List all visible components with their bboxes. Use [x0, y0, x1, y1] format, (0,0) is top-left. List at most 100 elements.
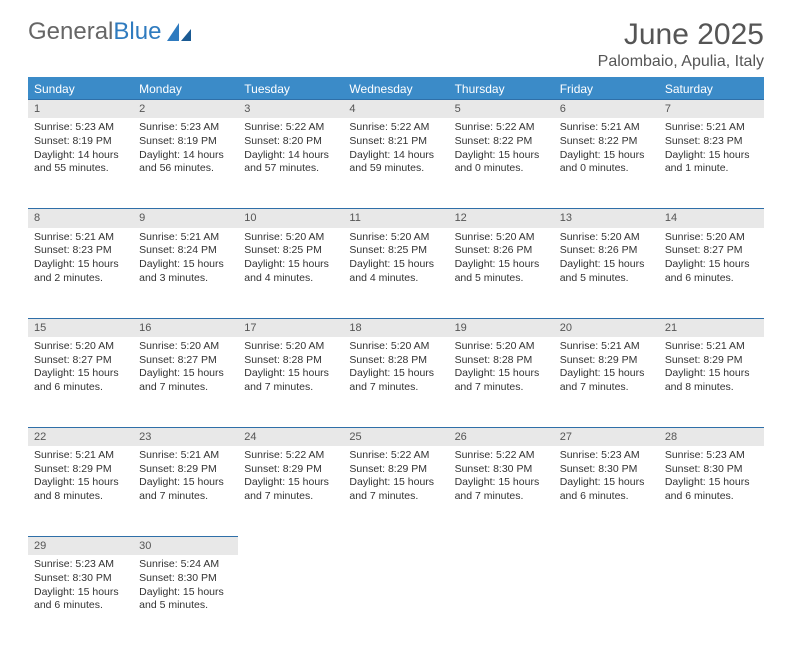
week-daynum-row: 2930 — [28, 536, 764, 555]
day-number: 20 — [554, 318, 659, 337]
sunrise-text: Sunrise: 5:20 AM — [455, 340, 548, 354]
day-content: Sunrise: 5:22 AMSunset: 8:20 PMDaylight:… — [238, 118, 343, 182]
sunrise-text: Sunrise: 5:22 AM — [244, 449, 337, 463]
day-cell-header: 3 — [238, 99, 343, 118]
week-content-row: Sunrise: 5:20 AM Sunset: 8:27 PM Daylight:… — [28, 337, 764, 427]
week-daynum-row: 1234567 — [28, 99, 764, 118]
day-cell-header: 28 — [659, 427, 764, 446]
sunset-text: Sunset: 8:24 PM — [139, 244, 232, 258]
day-number: 2 — [133, 99, 238, 118]
daylight-line1: Daylight: 15 hours — [455, 149, 548, 163]
location: Palombaio, Apulia, Italy — [598, 53, 764, 71]
sunset-text: Sunset: 8:27 PM — [139, 354, 232, 368]
day-content: Sunrise: 5:21 AMSunset: 8:29 PMDaylight:… — [659, 337, 764, 401]
daylight-line1: Daylight: 15 hours — [139, 586, 232, 600]
daylight-line1: Daylight: 15 hours — [139, 476, 232, 490]
daylight-line1: Daylight: 15 hours — [560, 367, 653, 381]
day-cell-header: 14 — [659, 208, 764, 227]
daylight-line1: Daylight: 15 hours — [244, 258, 337, 272]
day-cell: Sunrise: 5:20 AMSunset: 8:27 PMDaylight:… — [133, 337, 238, 427]
day-number: 11 — [343, 208, 448, 227]
day-content: Sunrise: 5:23 AMSunset: 8:30 PMDaylight:… — [554, 446, 659, 510]
day-cell-header: 8 — [28, 208, 133, 227]
sunrise-text: Sunrise: 5:20 AM — [34, 340, 127, 354]
week-content-row: Sunrise: 5:23 AMSunset: 8:19 PMDaylight:… — [28, 118, 764, 208]
day-content: Sunrise: 5:20 AMSunset: 8:25 PMDaylight:… — [238, 228, 343, 292]
daylight-line2: and 8 minutes. — [34, 490, 127, 504]
sunset-text: Sunset: 8:30 PM — [34, 572, 127, 586]
sunrise-text: Sunrise: 5:20 AM — [560, 231, 653, 245]
day-cell-header: 22 — [28, 427, 133, 446]
sunset-text: Sunset: 8:20 PM — [244, 135, 337, 149]
sunrise-text: Sunrise: 5:22 AM — [455, 121, 548, 135]
sunrise-text: Sunrise: 5:20 AM — [665, 231, 758, 245]
day-number: 3 — [238, 99, 343, 118]
day-content: Sunrise: 5:21 AMSunset: 8:29 PMDaylight:… — [133, 446, 238, 510]
daylight-line2: and 6 minutes. — [665, 272, 758, 286]
sunrise-text: Sunrise: 5:21 AM — [139, 231, 232, 245]
sunset-text: Sunset: 8:29 PM — [665, 354, 758, 368]
daylight-line1: Daylight: 15 hours — [455, 476, 548, 490]
day-content: Sunrise: 5:22 AMSunset: 8:22 PMDaylight:… — [449, 118, 554, 182]
week-daynum-row: 15161718192021 — [28, 318, 764, 337]
day-content: Sunrise: 5:20 AMSunset: 8:26 PMDaylight:… — [449, 228, 554, 292]
sunset-text: Sunset: 8:27 PM — [665, 244, 758, 258]
day-number: 7 — [659, 99, 764, 118]
day-number: 25 — [343, 427, 448, 446]
day-number: 16 — [133, 318, 238, 337]
day-cell: Sunrise: 5:21 AMSunset: 8:22 PMDaylight:… — [554, 118, 659, 208]
day-cell: Sunrise: 5:22 AMSunset: 8:22 PMDaylight:… — [449, 118, 554, 208]
daylight-line1: Daylight: 15 hours — [455, 258, 548, 272]
daylight-line2: and 5 minutes. — [139, 599, 232, 613]
sunrise-text: Sunrise: 5:21 AM — [560, 340, 653, 354]
sunset-text: Sunset: 8:30 PM — [560, 463, 653, 477]
day-number: 21 — [659, 318, 764, 337]
daylight-line1: Daylight: 15 hours — [560, 476, 653, 490]
day-number: 30 — [133, 536, 238, 555]
sunrise-text: Sunrise: 5:20 AM — [244, 231, 337, 245]
sunset-text: Sunset: 8:19 PM — [139, 135, 232, 149]
day-cell: Sunrise: 5:23 AMSunset: 8:30 PMDaylight:… — [554, 446, 659, 536]
day-cell: Sunrise: 5:20 AMSunset: 8:27 PMDaylight:… — [659, 228, 764, 318]
daylight-line2: and 7 minutes. — [139, 381, 232, 395]
day-content: Sunrise: 5:22 AMSunset: 8:30 PMDaylight:… — [449, 446, 554, 510]
logo-sail-icon — [165, 21, 193, 43]
calendar-table: Sunday Monday Tuesday Wednesday Thursday… — [28, 77, 764, 645]
daylight-line2: and 8 minutes. — [665, 381, 758, 395]
daylight-line1: Daylight: 15 hours — [139, 258, 232, 272]
day-cell-header: 11 — [343, 208, 448, 227]
sunrise-text: Sunrise: 5:21 AM — [665, 340, 758, 354]
day-content: Sunrise: 5:24 AMSunset: 8:30 PMDaylight:… — [133, 555, 238, 619]
daylight-line1: Daylight: 15 hours — [665, 367, 758, 381]
day-cell: Sunrise: 5:21 AMSunset: 8:23 PMDaylight:… — [659, 118, 764, 208]
weekday-mon: Monday — [133, 78, 238, 99]
weekday-fri: Friday — [554, 78, 659, 99]
day-cell-header: 13 — [554, 208, 659, 227]
daylight-line2: and 4 minutes. — [349, 272, 442, 286]
day-number: 29 — [28, 536, 133, 555]
sunset-text: Sunset: 8:30 PM — [455, 463, 548, 477]
sunrise-text: Sunrise: 5:21 AM — [139, 449, 232, 463]
daylight-line2: and 6 minutes. — [34, 599, 127, 613]
title-block: June 2025 Palombaio, Apulia, Italy — [598, 18, 764, 71]
day-cell-header: 4 — [343, 99, 448, 118]
day-cell-header: 30 — [133, 536, 238, 555]
week-content-row: Sunrise: 5:23 AMSunset: 8:30 PMDaylight:… — [28, 555, 764, 645]
daylight-line2: and 7 minutes. — [139, 490, 232, 504]
daylight-line1: Daylight: 14 hours — [349, 149, 442, 163]
day-cell-header: 9 — [133, 208, 238, 227]
daylight-line2: and 5 minutes. — [560, 272, 653, 286]
day-number: 9 — [133, 208, 238, 227]
day-cell: Sunrise: 5:20 AMSunset: 8:28 PMDaylight:… — [238, 337, 343, 427]
sunset-text: Sunset: 8:23 PM — [665, 135, 758, 149]
daylight-line1: Daylight: 14 hours — [244, 149, 337, 163]
day-number: 23 — [133, 427, 238, 446]
day-cell-header: 26 — [449, 427, 554, 446]
daylight-line1: Daylight: 15 hours — [665, 476, 758, 490]
day-cell-header: 29 — [28, 536, 133, 555]
weekday-header-row: Sunday Monday Tuesday Wednesday Thursday… — [28, 78, 764, 99]
empty-cell — [449, 536, 554, 555]
day-content: Sunrise: 5:23 AMSunset: 8:19 PMDaylight:… — [133, 118, 238, 182]
sunset-text: Sunset: 8:25 PM — [244, 244, 337, 258]
sunset-text: Sunset: 8:26 PM — [455, 244, 548, 258]
